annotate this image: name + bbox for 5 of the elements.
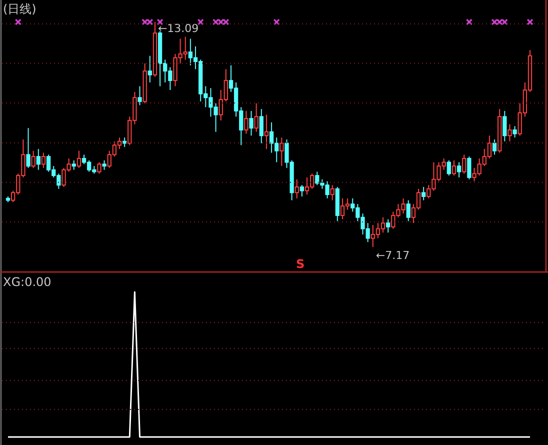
chart-title: (日线): [3, 2, 36, 16]
text: S: [296, 257, 305, 271]
chart-title: XG:0.00: [3, 275, 52, 289]
annotation: ←13.09: [158, 22, 199, 35]
text: ←7.17: [376, 249, 410, 262]
